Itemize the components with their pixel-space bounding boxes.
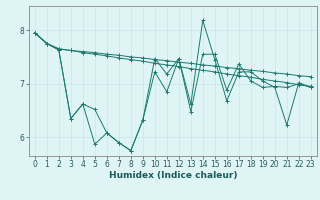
X-axis label: Humidex (Indice chaleur): Humidex (Indice chaleur) bbox=[108, 171, 237, 180]
